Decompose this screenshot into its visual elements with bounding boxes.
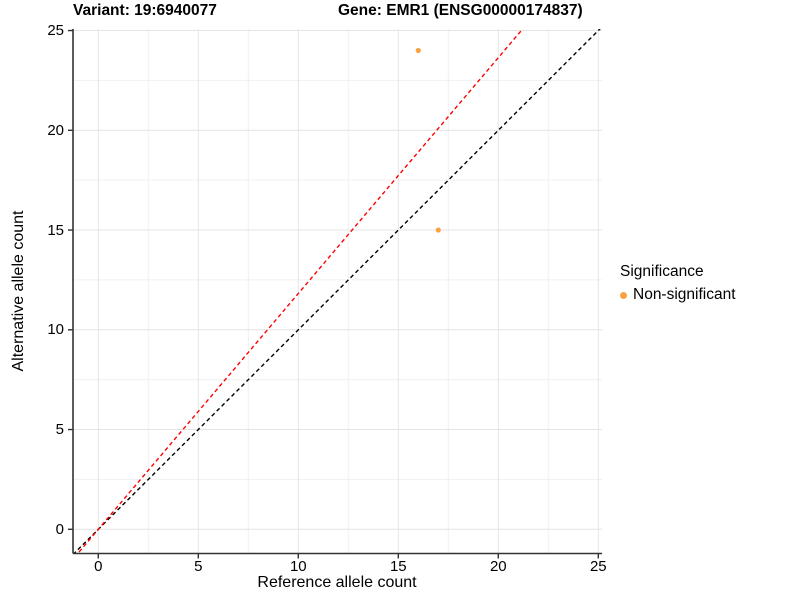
legend-key-dot-icon bbox=[620, 291, 627, 299]
y-tick-label: 10 bbox=[47, 321, 64, 339]
x-tick-label: 0 bbox=[94, 558, 103, 575]
variant-title: Variant: 19:6940077 bbox=[73, 2, 217, 19]
x-tick-label: 25 bbox=[589, 558, 607, 575]
y-tick-label: 5 bbox=[55, 421, 64, 439]
y-tick-label: 15 bbox=[47, 221, 64, 239]
identity-line bbox=[73, 29, 601, 554]
legend-item: Non-significant bbox=[620, 286, 736, 304]
legend-items: Non-significant bbox=[620, 286, 736, 304]
y-tick-label: 20 bbox=[47, 121, 64, 139]
x-tick-label: 10 bbox=[289, 558, 307, 575]
y-tick-label: 0 bbox=[55, 520, 64, 538]
allelic-ratio-line bbox=[76, 29, 524, 554]
legend-item-label: Non-significant bbox=[633, 286, 736, 303]
x-tick-label: 20 bbox=[489, 558, 507, 575]
x-axis-title: Reference allele count bbox=[257, 574, 417, 591]
y-tick-label: 25 bbox=[47, 22, 64, 40]
legend: Significance Non-significant bbox=[620, 263, 736, 304]
gene-title: Gene: EMR1 (ENSG00000174837) bbox=[338, 2, 583, 19]
legend-title: Significance bbox=[620, 263, 704, 280]
x-tick-label: 5 bbox=[194, 558, 203, 575]
x-tick-label: 15 bbox=[389, 558, 407, 575]
y-axis-title: Alternative allele count bbox=[10, 210, 27, 372]
data-point bbox=[415, 47, 421, 54]
data-point bbox=[435, 227, 441, 233]
